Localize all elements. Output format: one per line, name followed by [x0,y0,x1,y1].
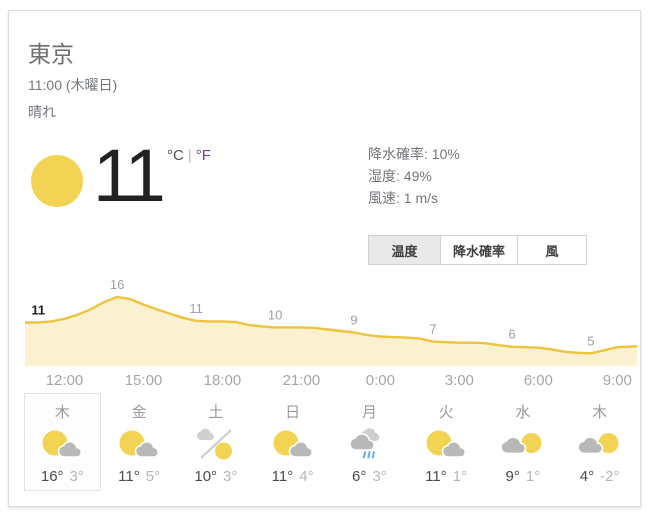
day-label: 火 [438,404,454,421]
partly-sunny-icon [273,430,313,458]
day-temps: 6° 3° [352,468,387,485]
day-label: 月 [361,404,377,421]
x-tick-label: 21:00 [283,372,321,389]
high-temp: 9° [505,468,520,485]
day-temps: 10° 3° [194,468,237,485]
stat-precipitation: 降水確率: 10% [368,146,460,162]
location-title: 東京 [28,41,74,67]
condition-label: 晴れ [28,104,56,120]
point-label: 16 [110,279,124,292]
day-cell-7[interactable]: 木 4° -2° [561,393,638,491]
x-tick-label: 15:00 [125,372,163,389]
high-temp: 6° [352,468,367,485]
point-label: 5 [587,333,594,348]
unit-celsius: °C [167,147,184,164]
low-temp: 1° [525,468,541,485]
point-label: 6 [508,327,515,342]
temperature-chart[interactable]: 11 16 11 10 9 7 6 5 12:00 15:00 18:00 21:00 0:00 3:00… [23,277,639,393]
stat-humidity: 湿度: 49% [368,168,432,184]
x-tick-label: 0:00 [366,372,395,389]
chart-tabs: 温度 降水確率風 [368,235,587,265]
point-label: 7 [429,322,436,337]
tab-temperature[interactable]: 温度 [368,235,441,265]
day-cell-0[interactable]: 木 16° 3° [24,393,101,491]
low-temp: 4° [299,468,314,485]
temperature-line [23,295,639,355]
day-label: 土 [208,404,224,421]
mostly-cloudy-icon [576,433,619,455]
unit-fahrenheit-link[interactable]: °F [195,147,211,164]
day-temps: 16° 3° [41,468,84,485]
x-tick-label: 3:00 [445,372,474,389]
high-temp: 16° [40,468,64,485]
point-label: 11 [189,301,203,316]
tab-wind[interactable]: 風 [517,235,587,265]
day-label: 水 [515,404,531,421]
x-tick-label: 6:00 [524,372,553,389]
partly-sunny-icon [119,430,160,458]
point-label: 9 [350,313,357,328]
day-cell-6[interactable]: 水 9° 1° [485,393,562,491]
day-temps: 11° 4° [272,468,314,485]
unit-separator: | [187,147,192,164]
x-tick-label: 12:00 [46,372,84,389]
day-cell-4[interactable]: 月 6° 3° [331,393,408,491]
day-temps: 9° 1° [506,468,541,485]
low-temp: -2° [600,468,620,485]
daily-forecast: 木 16° 3° 金 11° 5° 土 10° 3° 日 11° 4° 月 6° 3° 火 11° 1° 水 9° 1°… [24,393,638,491]
high-temp: 11° [118,468,140,485]
day-label: 木 [592,404,608,421]
unit-toggle: °C | °F [167,147,211,164]
tab-precipitation[interactable]: 降水確率 [440,235,518,265]
point-label: 11 [31,302,45,317]
weather-widget: 東京 11:00 (木曜日) 晴れ 11 °C | °F 降水確率: 10% 湿度: … [8,10,641,507]
low-temp: 3° [372,468,387,485]
high-temp: 10° [194,468,218,485]
sunny-icon [31,155,83,207]
x-tick-label: 18:00 [204,372,242,389]
temperature-area [25,297,637,366]
mostly-cloudy-icon [500,433,542,455]
low-temp: 1° [452,468,468,485]
day-label: 木 [54,404,70,421]
high-temp: 4° [579,468,595,485]
day-cell-5[interactable]: 火 11° 1° [408,393,485,491]
day-cell-2[interactable]: 土 10° 3° [178,393,255,491]
x-tick-label: 9:00 [603,372,632,389]
day-label: 金 [131,404,147,421]
current-temperature: 11 [93,134,166,217]
rain-icon [349,428,380,459]
day-temps: 4° -2° [580,468,620,485]
high-temp: 11° [425,468,447,485]
low-temp: 3° [223,468,238,485]
weather-stats: 降水確率: 10% 湿度: 49% 風速: 1 m/s [368,143,460,209]
day-temps: 11° 1° [425,468,467,485]
cloudy-then-sunny-icon [196,428,232,460]
datetime-label: 11:00 (木曜日) [28,77,118,93]
day-label: 日 [285,404,301,421]
low-temp: 3° [69,468,84,485]
stat-wind: 風速: 1 m/s [368,190,439,206]
partly-sunny-icon [426,430,467,458]
partly-sunny-icon [42,430,83,458]
day-cell-1[interactable]: 金 11° 5° [101,393,178,491]
low-temp: 5° [145,468,161,485]
high-temp: 11° [271,468,294,485]
day-temps: 11° 5° [118,468,160,485]
point-label: 10 [268,307,282,322]
day-cell-3[interactable]: 日 11° 4° [254,393,331,491]
